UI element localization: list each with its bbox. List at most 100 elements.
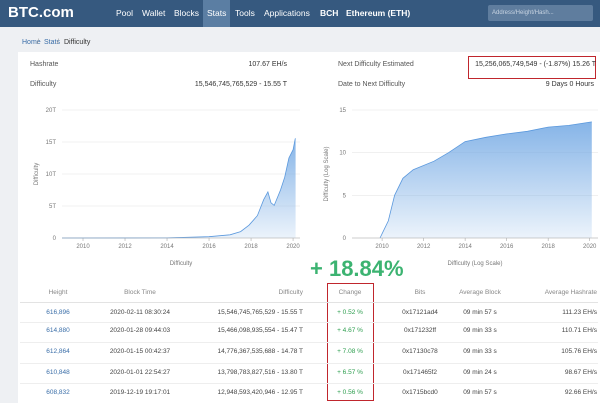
stat-value: 15,546,745,765,529 - 15.55 T [194,81,287,88]
search-box[interactable]: Address/Height/Hash... [488,5,593,21]
y-tick-label: 10 [339,151,346,157]
table-cell: 15,466,098,935,554 - 15.47 T [217,327,303,334]
x-tick-label: 2010 [76,244,90,250]
row-divider [20,362,598,364]
table-cell: 09 min 33 s [463,327,497,334]
table-cell: 09 min 57 s [463,389,497,396]
table-cell: 2020-02-11 08:30:24 [110,309,170,316]
x-tick-label: 2016 [202,244,216,250]
nav-item[interactable]: Tools [235,8,255,18]
column-header: Block Time [124,289,156,296]
x-tick-label: 2010 [375,244,389,250]
table-cell[interactable]: 608,832 [46,389,70,396]
table-cell: 105.76 EH/s [561,348,597,355]
breadcrumb-item[interactable]: Stats [44,39,60,46]
table-cell: 2019-12-19 19:17:01 [109,389,171,396]
line [61,138,296,239]
table-cell: 0x1715bcd0 [402,389,438,396]
table-cell: 2020-01-01 22:54:27 [109,369,171,376]
breadcrumb-item: Difficulty [64,39,91,46]
table-cell: 0x171465f2 [403,369,437,376]
column-header: Bits [414,289,426,296]
table-cell: + 0.52 % [337,309,363,316]
table-cell: 0x17130c78 [402,348,438,355]
table-cell: 2020-01-15 00:42:37 [109,348,171,355]
nav-item[interactable]: Pool [116,8,134,18]
x-tick-label: 2020 [583,244,597,250]
x-tick-label: 2014 [160,244,174,250]
highlight-box [468,56,596,79]
logo[interactable]: BTC.com [8,4,74,21]
row-divider [20,341,598,343]
y-tick-label: 5T [49,204,56,210]
table-cell: 09 min 24 s [463,369,497,376]
y-axis-label: Difficulty (Log Scale) [324,147,330,202]
table-cell: 09 min 33 s [463,348,497,355]
nav-item[interactable]: Wallet [142,8,166,18]
breadcrumb: Home / Stats / Difficulty [0,34,600,51]
nav-item[interactable]: Stats [203,0,231,27]
x-tick-label: 2018 [541,244,555,250]
column-header: Average Block [459,289,501,296]
nav-item[interactable]: Ethereum (ETH) [346,8,411,18]
x-tick-label: 2020 [286,244,300,250]
x-axis-label: Difficulty (Log Scale) [448,261,503,267]
table-cell: 98.67 EH/s [564,369,597,376]
nav-item[interactable]: Applications [264,8,310,18]
x-tick-label: 2018 [244,244,258,250]
table-cell: + 4.67 % [337,327,363,334]
line [379,121,592,239]
separator: / [57,39,59,46]
y-tick-label: 5 [343,193,347,199]
table-cell: 15,546,745,765,529 - 15.55 T [217,309,303,316]
separator: / [37,39,39,46]
navbar: BTC.com Address/Height/Hash... Pool Walle… [0,0,600,27]
stat-value: 15,256,065,749,549 - (-1.87%) 15.26 T [475,61,596,68]
x-tick-label: 2012 [118,244,132,250]
column-header: Height [48,289,68,296]
table-cell: 111.23 EH/s [562,309,597,316]
stat-label: Date to Next Difficulty [338,81,406,88]
row-divider [20,322,598,323]
table-cell: 09 min 57 s [463,309,497,316]
table-cell[interactable]: 610,848 [46,369,70,376]
annotation: + 18.84% [310,256,404,281]
y-tick-label: 10T [46,172,57,178]
y-tick-label: 15T [46,140,57,146]
y-tick-label: 20T [46,108,57,114]
table-cell: + 6.57 % [337,369,363,376]
area [380,121,592,238]
y-tick-label: 0 [53,236,57,242]
table-cell[interactable]: 614,880 [46,327,70,334]
area [62,138,296,238]
y-axis-label: Difficulty [34,163,40,186]
divider [20,302,598,303]
y-tick-label: 0 [343,236,347,242]
stat-value: 9 Days 0 Hours [545,81,594,88]
breadcrumb-item[interactable]: Home [22,39,41,46]
column-header: Change [338,289,362,296]
table-cell: 0x171232ff [403,327,437,334]
table-cell: 92.66 EH/s [564,389,597,396]
nav-item[interactable]: Blocks [174,8,200,18]
stat-label: Difficulty [30,81,57,88]
table-cell: 13,798,783,827,516 - 13.80 T [217,369,303,376]
nav-item[interactable]: BCH [320,8,339,18]
x-tick-label: 2014 [458,244,472,250]
table-cell: 0x17121ad4 [402,309,438,316]
table-cell: 2020-01-28 09:44:03 [109,327,171,334]
table-cell[interactable]: 616,896 [46,309,70,316]
y-tick-label: 15 [339,108,346,114]
table-cell: + 7.08 % [337,348,363,355]
stat-label: Hashrate [30,61,59,68]
row-divider [20,383,598,384]
stat-label: Next Difficulty Estimated [338,61,414,68]
x-axis-label: Difficulty [170,261,193,267]
x-tick-label: 2016 [500,244,514,250]
table-cell: 110.71 EH/s [561,327,597,334]
column-header: Average Hashrate [544,289,597,296]
table-cell[interactable]: 612,864 [46,348,70,355]
table-cell: 12,948,593,420,946 - 12.95 T [217,389,303,396]
